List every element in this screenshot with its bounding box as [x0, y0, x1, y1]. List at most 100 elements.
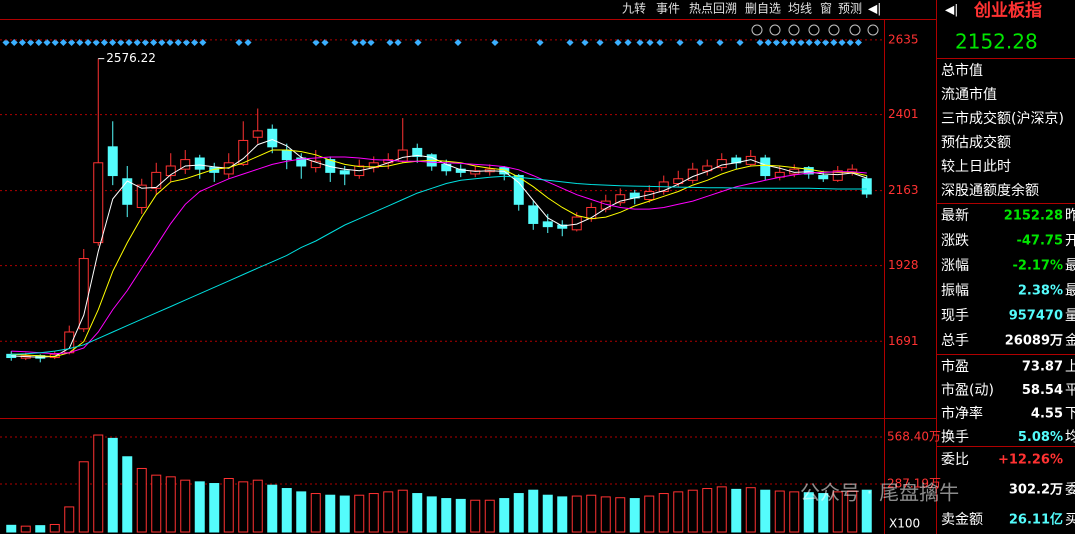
tool-icon[interactable] — [769, 24, 781, 36]
row-tail: 买 — [1065, 512, 1075, 528]
row-value: 4.55 — [1031, 407, 1063, 422]
row-value: 73.87 — [1022, 360, 1063, 375]
volume-bar — [716, 486, 727, 533]
tool-icon[interactable] — [808, 24, 820, 36]
signal-diamond — [813, 38, 821, 47]
y-tick-label: 2163 — [888, 183, 919, 197]
tool-icon[interactable] — [828, 24, 840, 36]
signal-diamond — [359, 38, 367, 47]
signal-diamond — [174, 38, 182, 47]
volume-bar — [238, 481, 249, 533]
toolbar-collapse[interactable]: ◀| — [868, 2, 881, 16]
candle-body — [281, 149, 292, 161]
row-value: 2152.28 — [1004, 209, 1063, 224]
volume-bar — [832, 491, 843, 533]
signal-diamond — [141, 38, 149, 47]
candle-body — [310, 160, 321, 169]
row-value: +12.26% — [998, 453, 1063, 468]
volume-bar — [499, 498, 510, 533]
row-tail: 均 — [1065, 430, 1075, 446]
volume-bar — [586, 494, 597, 533]
signal-diamond — [756, 38, 764, 47]
candle-body — [136, 184, 147, 208]
volume-bar — [383, 491, 394, 533]
signal-diamond — [581, 38, 589, 47]
candle-body — [615, 194, 626, 204]
signal-diamond — [789, 38, 797, 47]
row-label: 换手 — [941, 429, 969, 446]
row-tail: 金 — [1065, 333, 1075, 349]
row-value: 2.38% — [1018, 284, 1063, 299]
candle-body — [412, 147, 423, 157]
toolbar-button[interactable]: 删自选 — [745, 2, 781, 16]
volume-bar — [78, 461, 89, 533]
row-label: 市净率 — [941, 405, 983, 422]
candle-body — [513, 175, 524, 205]
row-label: 委比 — [941, 452, 969, 468]
candle-body — [803, 167, 814, 175]
candle-body — [818, 175, 829, 180]
tool-icon[interactable] — [849, 24, 861, 36]
signal-diamond — [312, 38, 320, 47]
row-label: 市盈 — [941, 358, 969, 375]
row-tail: 平 — [1065, 383, 1075, 399]
row-tail: 上 — [1065, 359, 1075, 375]
signal-diamond — [797, 38, 805, 47]
signal-diamond — [854, 38, 862, 47]
volume-bar — [426, 496, 437, 533]
row-label: 涨幅 — [941, 258, 969, 274]
volume-bar — [470, 499, 481, 533]
row-label: 市盈(动) — [941, 382, 994, 399]
high-label: 2576.22 — [106, 51, 156, 65]
candle-body — [339, 170, 350, 175]
volume-bar — [180, 479, 191, 533]
volume-bar — [528, 489, 539, 533]
toolbar-button[interactable]: 预测 — [838, 2, 862, 16]
y-tick-label: 1691 — [888, 334, 919, 348]
tool-icon[interactable] — [788, 24, 800, 36]
tool-icon[interactable] — [751, 24, 763, 36]
row-value: 58.54 — [1022, 383, 1063, 398]
candle-body — [557, 224, 568, 229]
panel-field: 流通市值 — [941, 86, 997, 103]
volume-unit: X100 — [889, 517, 920, 531]
candle-body — [673, 178, 684, 185]
panel-icon[interactable]: ◀| — [945, 3, 958, 17]
volume-bar — [644, 495, 655, 533]
toolbar-button[interactable]: 热点回溯 — [689, 1, 737, 16]
moving-average-line — [11, 156, 867, 355]
volume-bar — [702, 488, 713, 533]
signal-diamond — [696, 38, 704, 47]
signal-diamond — [646, 38, 654, 47]
panel-title: 创业板指 — [973, 0, 1042, 21]
volume-bar — [861, 489, 872, 533]
volume-bar — [789, 491, 800, 533]
row-label: 涨跌 — [941, 233, 969, 249]
candle-body — [586, 206, 597, 220]
volume-bar — [658, 493, 669, 533]
candle-body — [542, 221, 553, 228]
toolbar-button[interactable]: 窗 — [820, 2, 832, 16]
tool-icon[interactable] — [867, 24, 879, 36]
signal-diamond — [386, 38, 394, 47]
volume-bar — [20, 525, 31, 533]
watermark: 公众号 · 尾盘擒牛 — [800, 481, 959, 505]
volume-bar — [368, 493, 379, 533]
toolbar-button[interactable]: 均线 — [788, 2, 812, 16]
candle-body — [151, 171, 162, 189]
moving-average-line — [11, 149, 867, 358]
toolbar-button[interactable]: 事件 — [656, 2, 680, 16]
candle-body — [107, 146, 118, 177]
row-value: 26.11亿 — [1009, 512, 1063, 528]
volume-bar — [615, 497, 626, 533]
volume-bar — [93, 434, 104, 533]
candle-body — [78, 258, 89, 330]
signal-diamond — [454, 38, 462, 47]
volume-bar — [774, 490, 785, 533]
panel-field: 预估成交额 — [941, 134, 1011, 151]
volume-bar — [281, 488, 292, 533]
volume-tick-label: 568.40万 — [887, 429, 941, 443]
toolbar-button[interactable]: 九转 — [622, 1, 646, 16]
row-tail: 昨 — [1065, 208, 1075, 224]
signal-diamond — [414, 38, 422, 47]
